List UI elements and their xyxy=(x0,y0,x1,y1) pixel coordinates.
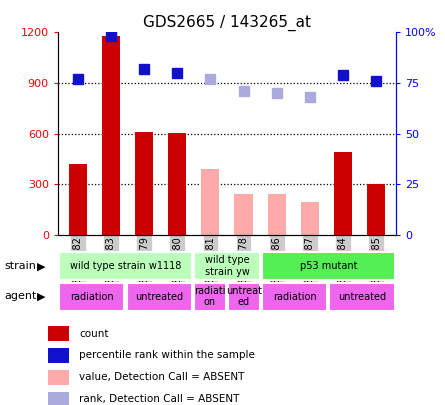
Bar xyxy=(48,326,69,341)
Bar xyxy=(235,194,253,235)
Text: percentile rank within the sample: percentile rank within the sample xyxy=(79,350,255,360)
Text: value, Detection Call = ABSENT: value, Detection Call = ABSENT xyxy=(79,372,245,382)
Text: strain: strain xyxy=(4,262,36,271)
Bar xyxy=(194,283,226,311)
Bar xyxy=(201,169,219,235)
Bar xyxy=(59,283,125,311)
Text: agent: agent xyxy=(4,292,37,301)
Bar xyxy=(228,283,260,311)
Bar xyxy=(48,348,69,363)
Bar xyxy=(262,252,395,280)
Bar xyxy=(168,133,186,235)
Bar xyxy=(334,152,352,235)
Bar xyxy=(126,283,192,311)
Text: rank, Detection Call = ABSENT: rank, Detection Call = ABSENT xyxy=(79,394,239,404)
Bar xyxy=(194,252,260,280)
Text: p53 mutant: p53 mutant xyxy=(299,261,357,271)
Text: radiati
on: radiati on xyxy=(194,286,226,307)
Bar xyxy=(262,283,328,311)
Bar xyxy=(48,370,69,384)
Text: untreat
ed: untreat ed xyxy=(226,286,262,307)
Bar xyxy=(329,283,395,311)
Text: wild type
strain yw: wild type strain yw xyxy=(205,256,249,277)
Bar xyxy=(267,194,286,235)
Title: GDS2665 / 143265_at: GDS2665 / 143265_at xyxy=(143,15,311,31)
Text: untreated: untreated xyxy=(135,292,183,302)
Bar xyxy=(69,164,87,235)
Bar xyxy=(301,202,319,235)
Text: ▶: ▶ xyxy=(37,292,45,301)
Text: ▶: ▶ xyxy=(37,262,45,271)
Text: untreated: untreated xyxy=(338,292,386,302)
Text: radiation: radiation xyxy=(273,292,316,302)
Bar xyxy=(59,252,192,280)
Text: wild type strain w1118: wild type strain w1118 xyxy=(70,261,181,271)
Text: count: count xyxy=(79,328,109,339)
Bar xyxy=(48,392,69,405)
Bar xyxy=(367,184,385,235)
Bar xyxy=(135,132,153,235)
Bar xyxy=(102,36,120,235)
Text: radiation: radiation xyxy=(70,292,113,302)
